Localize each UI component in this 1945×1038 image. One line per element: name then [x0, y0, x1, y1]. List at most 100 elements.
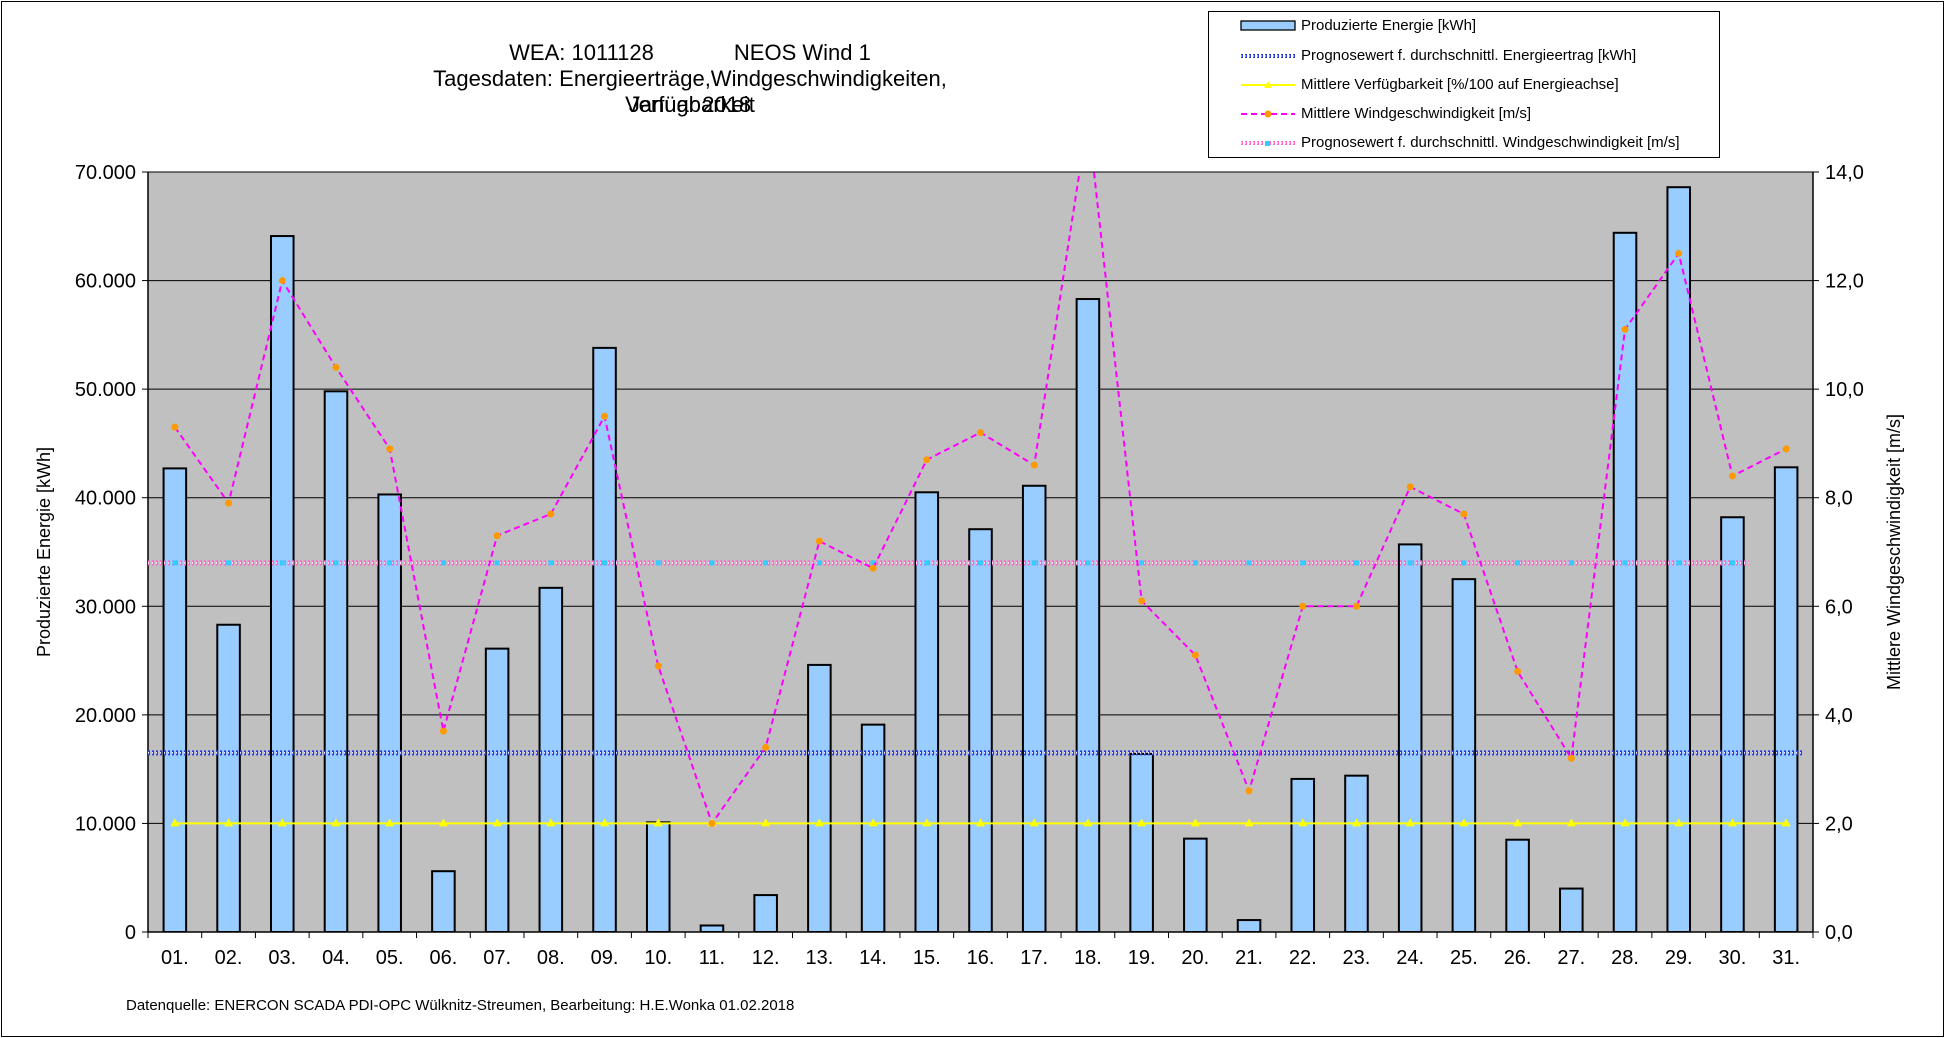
availability-marker — [170, 818, 180, 827]
legend-magenta-swatch — [1241, 110, 1295, 118]
wind-speed-marker — [547, 510, 555, 518]
availability-marker — [814, 818, 824, 827]
energy-bar — [1505, 838, 1530, 932]
x-tick-label: 07. — [483, 947, 511, 969]
energy-bar — [645, 821, 671, 932]
forecast-wind-marker — [1246, 560, 1252, 566]
forecast-wind-marker — [655, 560, 661, 566]
wind-speed-marker — [815, 537, 823, 545]
wind-speed-marker — [601, 412, 609, 420]
y-tick-label-left: 30.000 — [75, 596, 136, 618]
x-tick-label: 26. — [1504, 947, 1532, 969]
availability-marker — [1405, 818, 1415, 827]
energy-bar — [1773, 466, 1799, 932]
forecast-wind-marker — [387, 560, 393, 566]
wind-speed-marker — [171, 423, 179, 431]
x-tick-label: 23. — [1343, 947, 1371, 969]
energy-bar — [377, 493, 402, 932]
wind-speed-marker — [762, 743, 770, 751]
forecast-wind-marker — [1300, 560, 1306, 566]
x-tick-label: 29. — [1665, 947, 1693, 969]
energy-bar — [1183, 837, 1208, 932]
legend-dotted-blue-swatch — [1241, 54, 1295, 58]
forecast-wind-marker — [1139, 560, 1145, 566]
availability-marker — [546, 818, 556, 827]
y-tick-label-left: 60.000 — [75, 271, 136, 293]
forecast-wind-marker — [226, 560, 232, 566]
energy-bar — [1129, 752, 1154, 932]
forecast-wind-marker — [1407, 560, 1413, 566]
availability-marker — [653, 818, 663, 827]
x-tick-label: 21. — [1235, 947, 1263, 969]
availability-marker — [1029, 818, 1039, 827]
energy-bar — [1397, 543, 1423, 932]
energy-bar — [538, 586, 564, 932]
y-tick-label-right: 6,0 — [1825, 596, 1853, 618]
x-tick-label: 17. — [1020, 947, 1048, 969]
availability-marker — [1727, 818, 1737, 827]
x-tick-label: 30. — [1719, 947, 1747, 969]
x-tick-label: 20. — [1181, 947, 1209, 969]
forecast-wind-marker — [870, 560, 876, 566]
title-park-name: NEOS Wind 1 — [733, 40, 871, 65]
wind-speed-marker — [1245, 787, 1253, 795]
y-axis-title-left: Produzierte Energie [kWh] — [34, 447, 54, 657]
forecast-wind-marker — [172, 560, 178, 566]
availability-marker — [1459, 818, 1469, 827]
energy-bar — [1290, 777, 1316, 932]
y-tick-label-right: 14,0 — [1825, 162, 1864, 184]
wind-speed-marker — [1675, 249, 1683, 257]
forecast-wind-marker — [1192, 560, 1198, 566]
y-tick-label-right: 4,0 — [1825, 705, 1853, 727]
x-tick-label: 22. — [1289, 947, 1317, 969]
wind-speed-marker — [1138, 597, 1146, 605]
legend-label-forecast-energy: Prognosewert f. durchschnittl. Energieer… — [1301, 47, 1637, 64]
legend: Produzierte Energie [kWh] Prognosewert f… — [1208, 11, 1720, 158]
availability-marker — [1566, 818, 1576, 827]
availability-marker — [761, 818, 771, 827]
wind-speed-marker — [332, 363, 340, 371]
energy-bar — [216, 623, 241, 932]
chart-title-line1: WEA: 1011128 NEOS Wind 1 — [390, 40, 990, 66]
wind-speed-marker — [977, 429, 984, 437]
availability-marker — [224, 818, 234, 827]
x-tick-label: 19. — [1128, 947, 1156, 969]
energy-bar — [592, 346, 617, 932]
energy-bar — [1720, 516, 1745, 932]
x-tick-label: 09. — [591, 947, 619, 969]
wind-speed-marker — [869, 564, 877, 572]
forecast-wind-marker — [1676, 560, 1682, 566]
wind-speed-marker — [439, 727, 447, 735]
energy-bar — [1075, 298, 1101, 932]
forecast-wind-marker — [1622, 560, 1628, 566]
y-tick-label-right: 8,0 — [1825, 488, 1853, 510]
legend-bar-swatch — [1240, 20, 1296, 31]
chart-title-line2: Tagesdaten: Energieerträge,Windgeschwind… — [433, 66, 947, 117]
forecast-wind-marker — [1568, 560, 1574, 566]
availability-marker — [1351, 818, 1361, 827]
wind-speed-marker — [493, 532, 501, 540]
forecast-wind-marker — [978, 560, 983, 566]
wind-speed-marker — [1621, 325, 1629, 333]
x-tick-label: 24. — [1396, 947, 1424, 969]
wind-speed-marker — [1514, 667, 1522, 675]
x-tick-label: 27. — [1557, 947, 1585, 969]
wind-speed-marker — [1460, 510, 1468, 518]
y-tick-label-right: 10,0 — [1825, 379, 1864, 401]
energy-bar — [968, 528, 993, 932]
wind-speed-marker — [654, 662, 662, 670]
legend-label-availability: Mittlere Verfügbarkeit [%/100 auf Energi… — [1301, 76, 1619, 93]
availability-marker — [1190, 818, 1200, 827]
y-tick-label-left: 70.000 — [75, 162, 136, 184]
legend-label-wind: Mittlere Windgeschwindigkeit [m/s] — [1301, 105, 1532, 122]
x-tick-label: 04. — [322, 947, 350, 969]
x-tick-label: 11. — [699, 947, 725, 969]
forecast-wind-marker — [1353, 560, 1359, 566]
chart-title-line3: Januar 2018 — [628, 92, 752, 117]
plot-marks — [148, 172, 1803, 932]
availability-marker — [1620, 818, 1630, 827]
availability-marker — [1137, 818, 1147, 827]
wind-speed-marker — [1299, 602, 1307, 610]
forecast-wind-marker — [1031, 560, 1037, 566]
